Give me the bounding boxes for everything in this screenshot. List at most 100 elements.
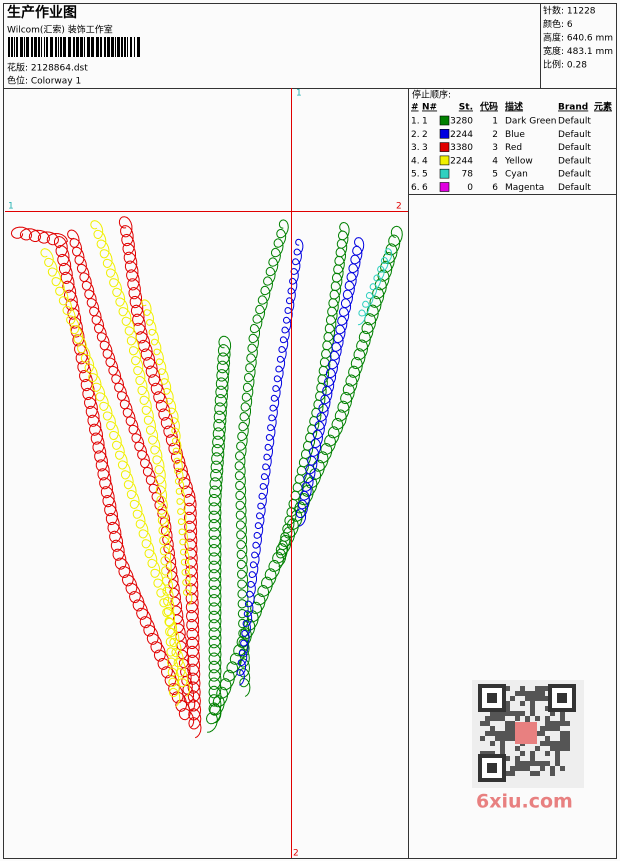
row-index: 1. [411, 117, 420, 127]
row-st: 0 [467, 183, 473, 193]
qr-cell [565, 736, 570, 741]
qr-cell [545, 686, 550, 691]
qr-cell [480, 751, 485, 756]
stitch-line [234, 219, 289, 697]
bar-stripe [11, 37, 13, 57]
pattern: 花版: 2128864.dst [7, 62, 88, 74]
qr-cell [505, 706, 510, 711]
bar-stripe [91, 37, 94, 57]
stitch-line [141, 299, 193, 606]
row-index: 4. [411, 156, 420, 166]
design [10, 216, 403, 739]
qr-cell [510, 731, 515, 736]
qr-cell [520, 686, 525, 691]
qr-cell [500, 736, 505, 741]
qr-cell [525, 766, 530, 771]
bar-stripe [60, 37, 62, 57]
qr-cell [480, 721, 485, 726]
barcode [8, 37, 140, 57]
marker: 1 [8, 202, 14, 212]
qr-cell [545, 726, 550, 731]
qr-cell [550, 771, 555, 776]
qr-cell [485, 731, 490, 736]
bar-stripe [55, 37, 57, 57]
column-header: # [411, 103, 419, 113]
qr-cell [565, 746, 570, 751]
qr-cell [500, 711, 505, 716]
row-desc: Yellow [504, 156, 533, 166]
bar-stripe [76, 37, 79, 57]
qr-cell [560, 741, 565, 746]
qr-cell [545, 706, 550, 711]
info-line: 宽度: 483.1 mm [543, 45, 613, 57]
qr-cell [530, 761, 535, 766]
qr-cell [535, 696, 540, 701]
qr-cell [505, 771, 510, 776]
stitch-line [90, 220, 181, 707]
qr-cell [520, 691, 525, 696]
bar-stripe [26, 37, 29, 57]
bar-stripe [14, 37, 15, 57]
qr-cell [540, 691, 545, 696]
qr-cell [525, 696, 530, 701]
qr-cell [540, 766, 545, 771]
qr-cell [515, 746, 520, 751]
row-st: 3380 [450, 143, 473, 153]
table-caption: 停止顺序: [412, 89, 451, 101]
stitch-line [118, 216, 202, 739]
qr-cell [550, 721, 555, 726]
row-code: 4 [492, 156, 498, 166]
row-desc: Magenta [505, 183, 544, 193]
qr-cell [495, 711, 500, 716]
stitch-line [296, 237, 365, 527]
column-header: 描述 [505, 101, 523, 113]
qr-cell [505, 726, 510, 731]
stitch-line [276, 221, 350, 567]
bar-stripe [68, 37, 71, 57]
info-line: 颜色: 6 [543, 18, 573, 30]
qr-cell [505, 721, 510, 726]
qr-cell [525, 691, 530, 696]
qr-cell [505, 736, 510, 741]
qr-cell [525, 716, 530, 721]
row-desc: Blue [505, 130, 525, 140]
row-n: 5 [422, 170, 428, 180]
row-n: 6 [422, 183, 428, 193]
bar-stripe [111, 37, 114, 57]
qr-cell [510, 771, 515, 776]
qr-cell [550, 746, 555, 751]
qr-cell [555, 741, 560, 746]
qr-cell [560, 711, 565, 716]
qr-cell [555, 726, 560, 731]
qr-watermark [472, 680, 584, 788]
row-brand: Default [558, 130, 591, 140]
qr-cell [560, 746, 565, 751]
swatch [439, 129, 450, 139]
row-st: 2244 [450, 156, 473, 166]
row-brand: Default [558, 117, 591, 127]
qr-cell [530, 751, 535, 756]
qr-cell [510, 736, 515, 741]
qr-cell [505, 756, 510, 761]
swatch [439, 142, 450, 152]
column-header: 元素 [594, 101, 612, 113]
bar-stripe [127, 37, 128, 57]
qr-cell [535, 761, 540, 766]
qr-cell [490, 751, 495, 756]
row-n: 2 [422, 130, 428, 140]
qr-cell [545, 716, 550, 721]
qr-finder-dot [557, 693, 567, 703]
qr-cell [500, 751, 505, 756]
bar-stripe [107, 37, 110, 57]
qr-cell [490, 716, 495, 721]
swatch [439, 155, 450, 166]
bar-stripe [115, 37, 116, 57]
stitch-line [40, 248, 191, 697]
info-line: 比例: 0.28 [543, 59, 587, 71]
qr-cell [480, 736, 485, 741]
qr-cell [510, 711, 515, 716]
bar-stripe [38, 37, 40, 57]
stitch-line [236, 238, 304, 686]
qr-cell [510, 696, 515, 701]
swatch [439, 168, 450, 179]
